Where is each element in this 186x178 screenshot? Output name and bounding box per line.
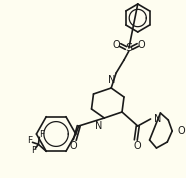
Text: O: O: [138, 40, 145, 50]
Text: F: F: [27, 136, 32, 145]
Text: O: O: [112, 40, 120, 50]
Text: F: F: [31, 146, 36, 155]
Text: N: N: [153, 114, 161, 124]
Text: S: S: [125, 43, 132, 53]
Text: O: O: [69, 141, 77, 151]
Text: O: O: [134, 141, 142, 151]
Text: N: N: [108, 75, 116, 85]
Text: F: F: [39, 130, 44, 139]
Text: N: N: [95, 121, 102, 131]
Text: O: O: [177, 126, 185, 136]
